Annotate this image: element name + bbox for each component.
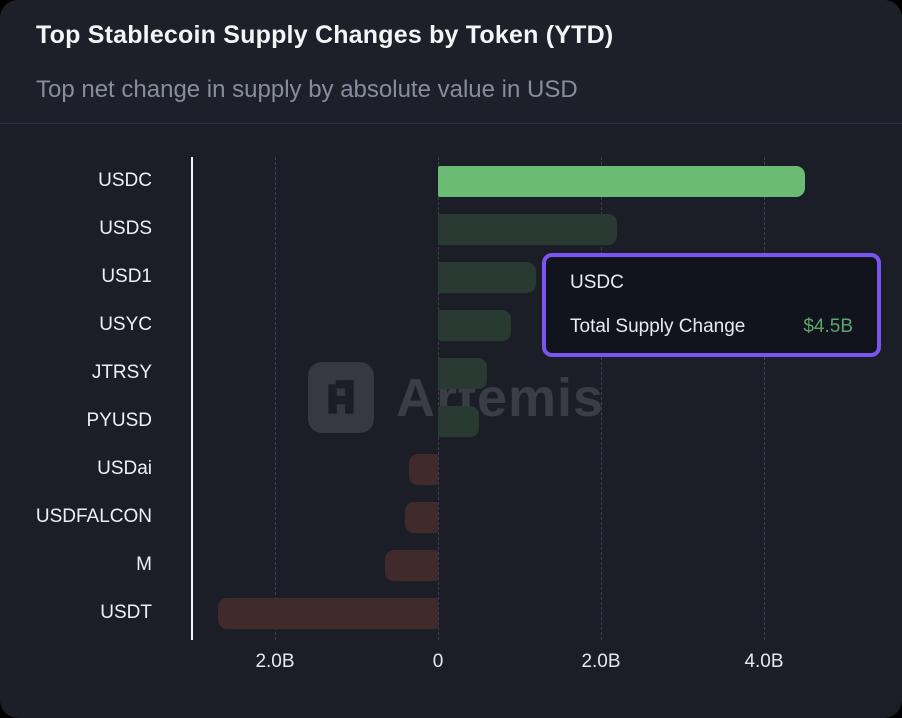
tooltip-value: $4.5B [803,316,853,338]
xtick-label-2: 2.0B [581,651,621,672]
bar-M[interactable] [385,549,438,581]
row-label-USDC: USDC [98,170,152,191]
row-label-USDT: USDT [100,602,152,623]
row-label-USDFALCON: USDFALCON [35,506,152,527]
row-label-USDS: USDS [99,218,152,239]
bar-USDC[interactable] [438,165,805,197]
tooltip-token: USDC [570,272,624,293]
chart-header: Top Stablecoin Supply Changes by Token (… [0,0,902,124]
row-label-PYUSD: PYUSD [86,410,152,431]
bar-JTRSY[interactable] [438,357,487,389]
gridline-2 [601,157,602,640]
bar-USDT[interactable] [217,597,438,629]
bar-PYUSD[interactable] [438,405,479,437]
gridline--2 [275,157,276,640]
tooltip-token-row: USDC [570,271,853,295]
row-label-USDai: USDai [97,458,152,479]
bar-USDS[interactable] [438,213,618,245]
artemis-logo-glyph [328,379,354,414]
bar-USD1[interactable] [438,261,536,293]
bar-USDFALCON[interactable] [405,501,438,533]
tooltip-value-row: Total Supply Change $4.5B [570,315,853,339]
xtick-label-0: 0 [432,651,444,672]
bar-USYC[interactable] [438,309,512,341]
xtick-label-4: 4.0B [744,651,784,672]
watermark-text: Artemis [396,367,605,428]
row-label-JTRSY: JTRSY [91,362,152,383]
bar-USDai[interactable] [409,453,438,485]
y-axis-line [191,157,193,640]
chart-title: Top Stablecoin Supply Changes by Token (… [36,21,614,49]
xtick-label--2: 2.0B [255,651,295,672]
row-label-USYC: USYC [99,314,152,335]
artemis-logo-icon [308,362,374,433]
row-label-USD1: USD1 [101,266,152,287]
row-label-M: M [136,554,152,575]
gridline-4 [764,157,765,640]
tooltip: USDC Total Supply Change $4.5B [542,253,881,357]
gridline-0 [438,157,439,640]
chart-subtitle: Top net change in supply by absolute val… [36,76,578,103]
tooltip-label: Total Supply Change [570,316,746,338]
